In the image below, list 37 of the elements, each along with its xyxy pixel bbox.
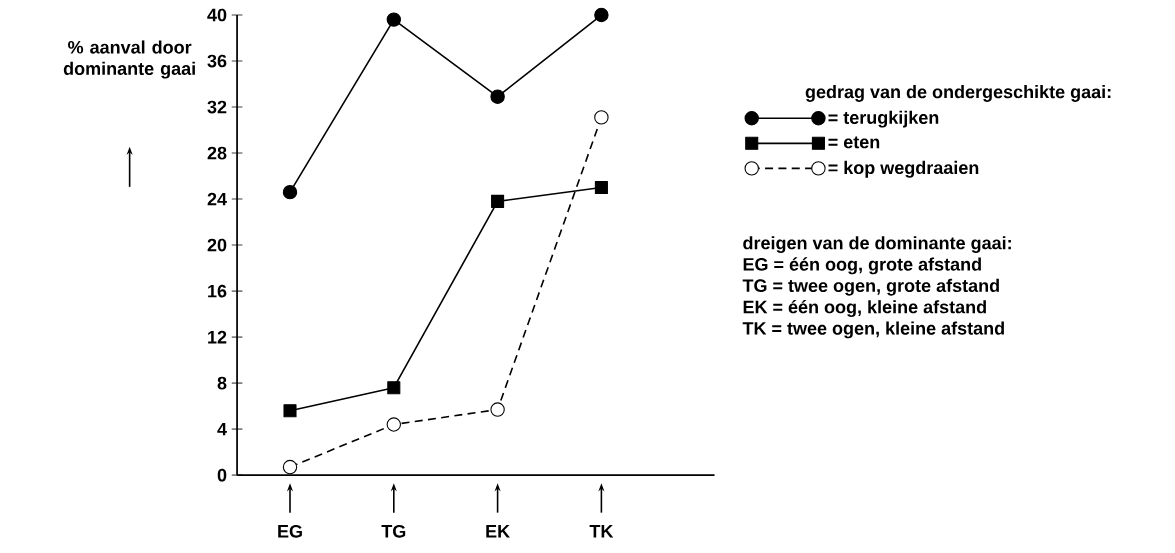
text: TK = twee ogen, kleine afstand: [742, 321, 1004, 339]
y-tick-label: 32: [207, 100, 227, 114]
y-tick-label: 40: [207, 8, 227, 22]
legend-label: = eten: [828, 136, 880, 149]
text: TG = twee ogen, grote afstand: [742, 278, 999, 296]
y-axis-title: % aanval door dominante gaai: [63, 40, 195, 79]
y-tick-label: 16: [208, 284, 227, 298]
x-tick-label: TG: [381, 524, 406, 538]
y-tick-label: 28: [207, 146, 227, 160]
y-tick-label: 0: [217, 468, 227, 482]
legend-title: gedrag van de ondergeschikte gaai:: [805, 84, 1111, 102]
x-tick-label: EG: [278, 524, 302, 538]
point: [490, 402, 505, 417]
point: [491, 194, 505, 208]
legend-label: = kop wegdraaien: [828, 160, 979, 178]
point: [594, 180, 608, 194]
text: EG = één oog, grote afstand: [743, 257, 981, 275]
point: [387, 380, 401, 395]
point: [594, 7, 609, 22]
point: [386, 12, 402, 27]
text: dreigen van de dominante gaai:: [743, 235, 1011, 253]
y-tick-label: 8: [217, 376, 227, 390]
point: [490, 89, 505, 104]
x-tick-label: EK: [486, 524, 510, 538]
text: EK = één oog, kleine afstand: [743, 299, 986, 317]
point: [282, 184, 298, 200]
x-tick-label: TK: [589, 524, 614, 538]
y-tick-label: 36: [207, 54, 227, 68]
point: [386, 417, 402, 432]
y-tick-label: 20: [207, 238, 227, 252]
y-tick-label: 12: [208, 330, 227, 344]
y-tick-label: 4: [217, 422, 227, 436]
legend-label: = terugkijken: [828, 110, 939, 128]
point: [283, 403, 297, 418]
y-tick-label: 24: [207, 192, 227, 206]
point: [282, 459, 298, 475]
point: [594, 109, 609, 125]
